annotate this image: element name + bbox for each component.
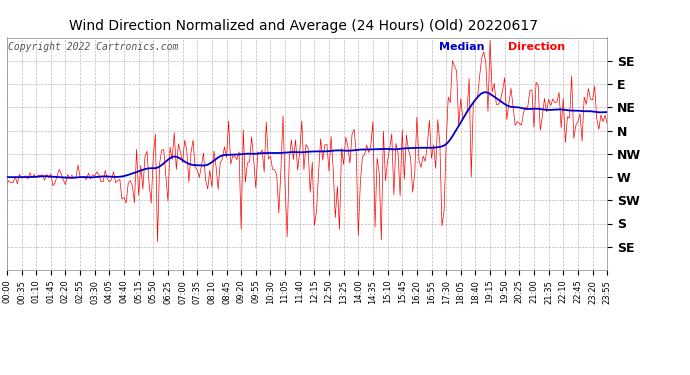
- Text: Median: Median: [439, 42, 484, 52]
- Text: Copyright 2022 Cartronics.com: Copyright 2022 Cartronics.com: [8, 42, 178, 52]
- Text: Wind Direction Normalized and Average (24 Hours) (Old) 20220617: Wind Direction Normalized and Average (2…: [69, 19, 538, 33]
- Text: Direction: Direction: [508, 42, 565, 52]
